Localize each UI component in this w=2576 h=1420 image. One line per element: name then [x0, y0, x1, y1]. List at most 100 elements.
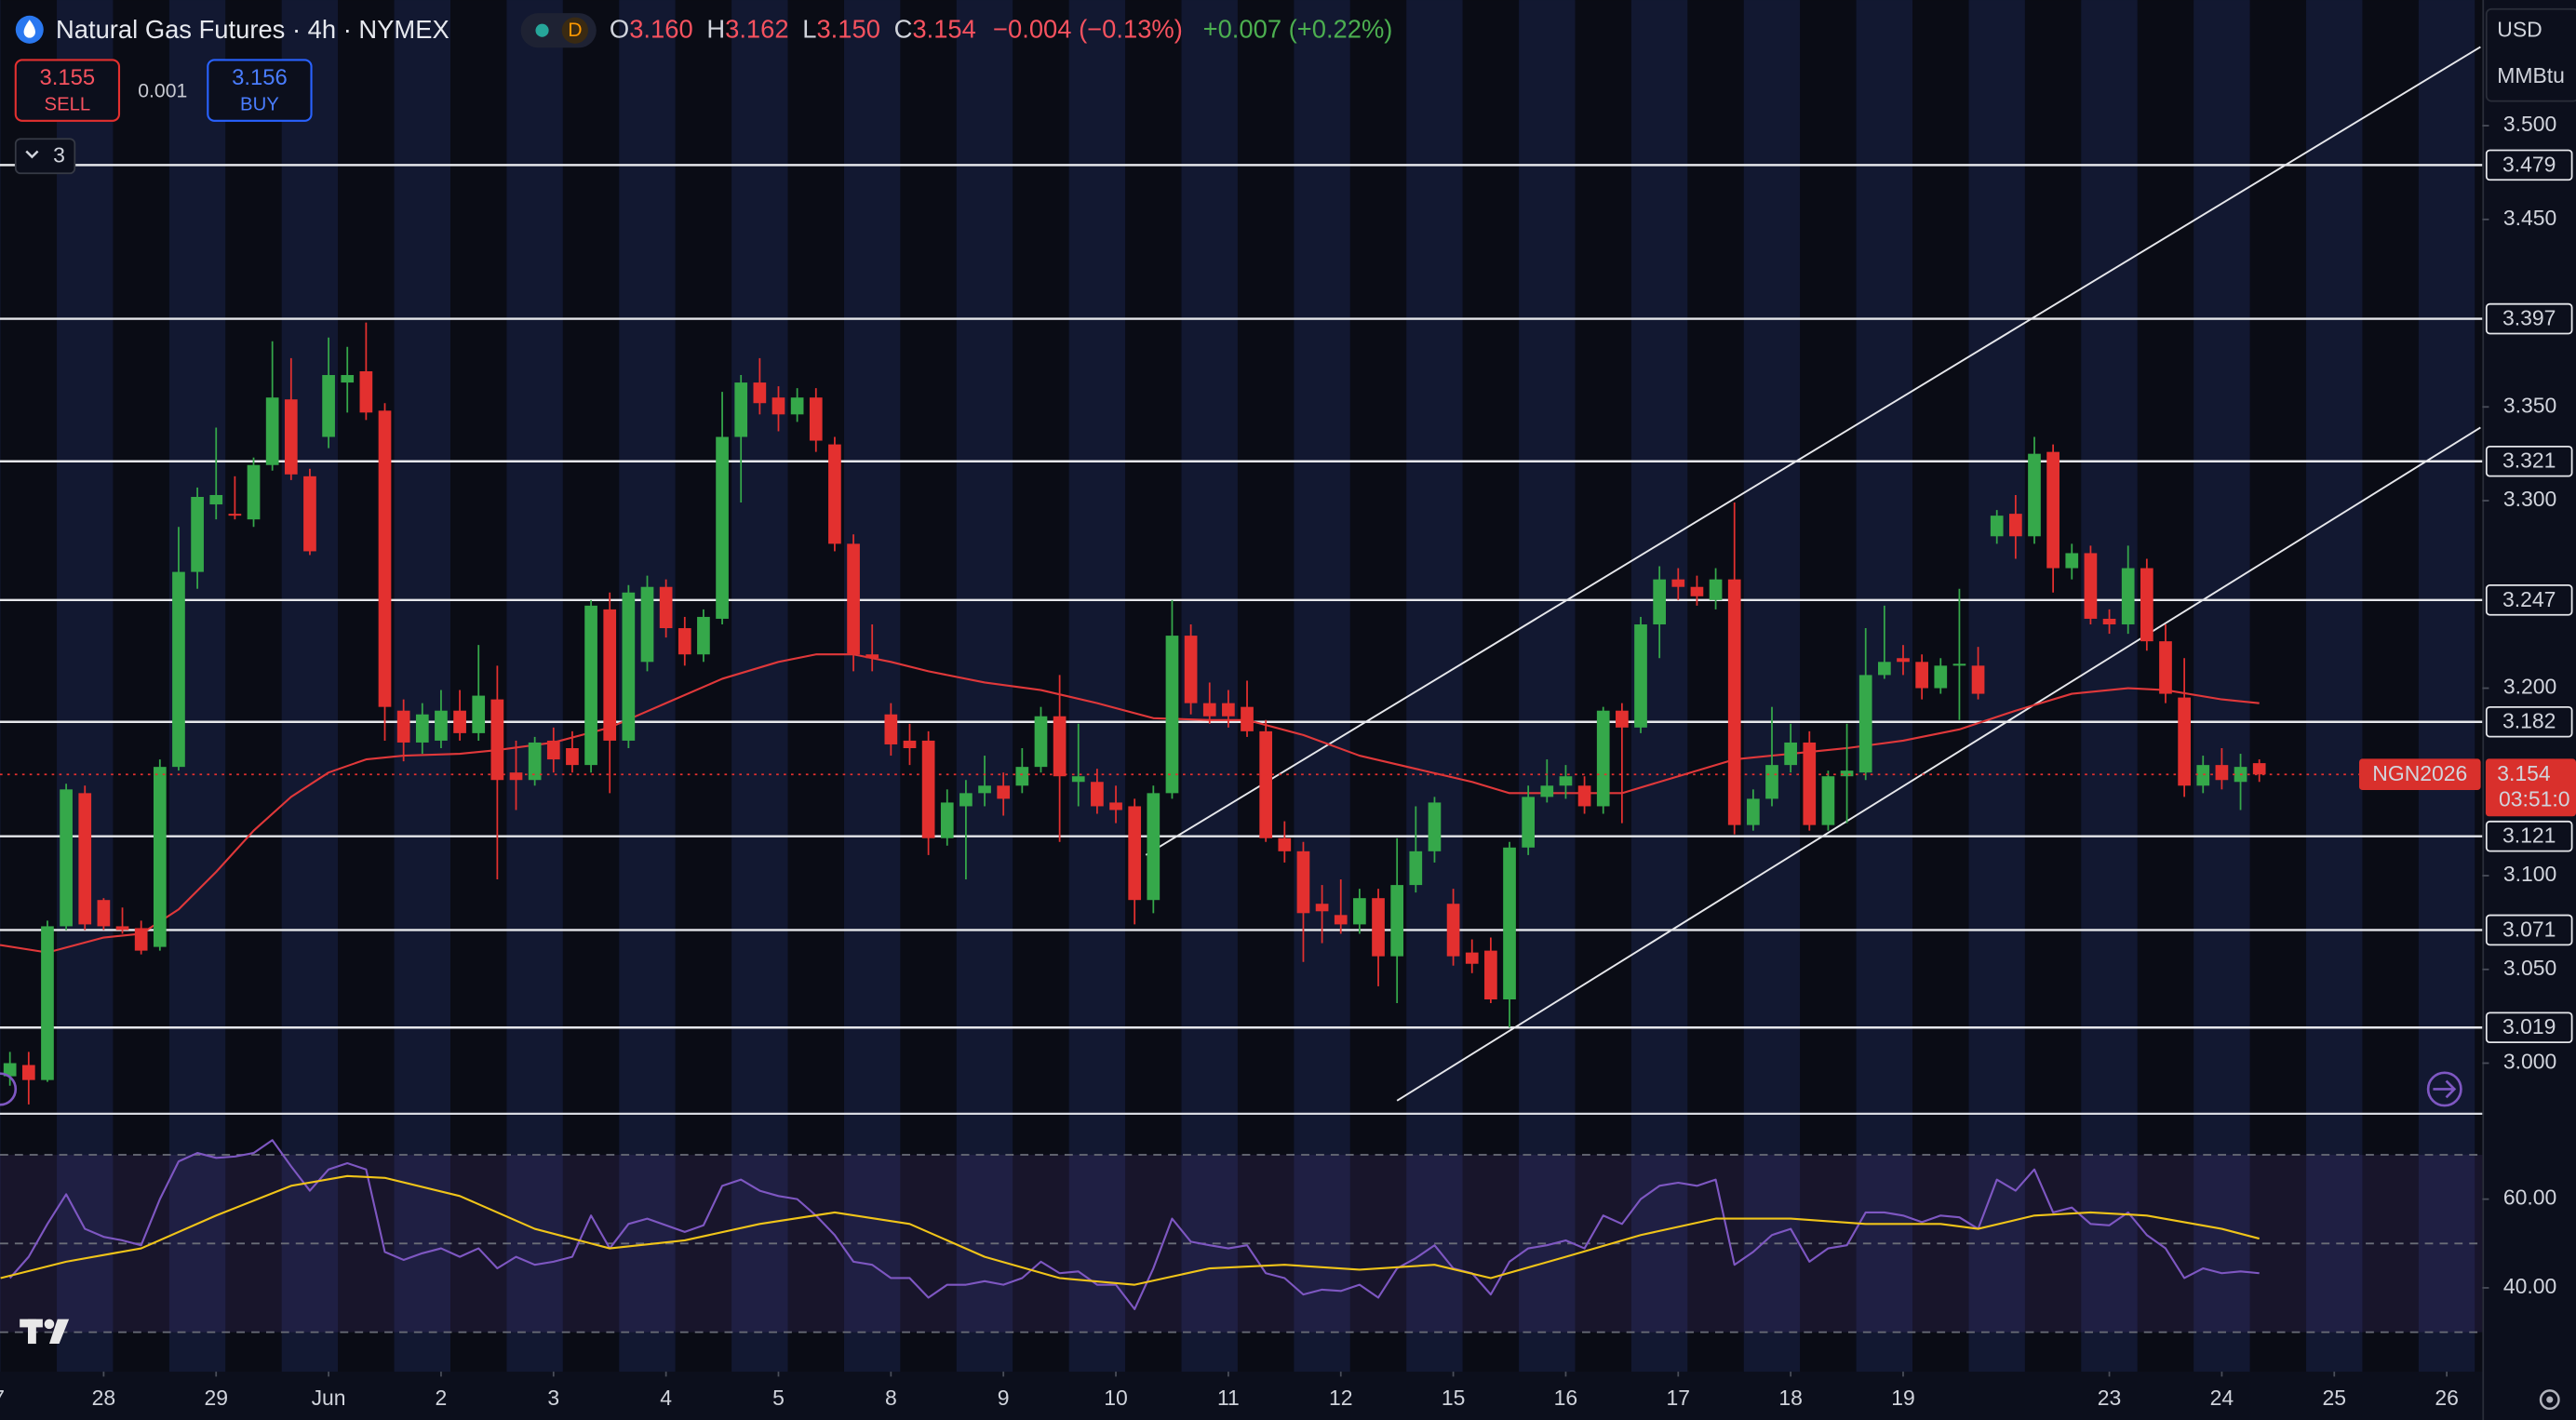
candle-body: [1934, 665, 1948, 689]
buy-button[interactable]: [207, 59, 313, 122]
session-stripe: [2024, 0, 2082, 1373]
session-stripe: [2475, 0, 2483, 1373]
level-label: 3.182: [2502, 709, 2556, 733]
unit-button[interactable]: [2485, 7, 2576, 102]
x-tick-label: 29: [204, 1386, 228, 1410]
scroll-back-icon[interactable]: [0, 1072, 18, 1106]
settings-icon[interactable]: [2539, 1389, 2560, 1411]
ohlc-value: 3.150: [816, 15, 879, 44]
candle-body: [415, 714, 429, 743]
level-label: 3.321: [2502, 449, 2556, 473]
brand-logo: [20, 1319, 70, 1345]
indicator-count: 3: [53, 143, 65, 167]
chevron-icon: [25, 150, 39, 159]
x-tick-label: 25: [2322, 1386, 2346, 1410]
price-tag-label: 3.154: [2497, 761, 2551, 785]
candle-body: [115, 926, 129, 931]
candle-body: [172, 571, 185, 768]
candle-body: [265, 397, 279, 465]
candle-body: [1915, 662, 1928, 689]
candle-body: [640, 586, 654, 663]
candle-body: [978, 785, 991, 794]
candle-body: [2159, 641, 2172, 694]
ohlc-value: 3.154: [912, 15, 975, 44]
candle-body: [1990, 516, 2004, 537]
candle-body: [959, 793, 973, 807]
price-pane: [0, 46, 2483, 1105]
candle-body: [1747, 798, 1760, 825]
candle-body: [771, 397, 785, 415]
candle-body: [1109, 802, 1122, 810]
x-tick-label: Jun: [312, 1386, 346, 1410]
level-label-box: [2485, 149, 2573, 181]
candle-body: [809, 397, 823, 441]
candle-body: [1184, 636, 1198, 703]
symbol-tag-label: NGN2026: [2372, 761, 2467, 785]
candle-body: [828, 444, 841, 544]
candle-body: [1858, 675, 1872, 773]
y-tick-label: 3.450: [2503, 206, 2556, 230]
candle-body: [847, 543, 860, 655]
candle-body: [1803, 742, 1817, 825]
candle-body: [1409, 851, 1423, 886]
x-tick-label: 12: [1329, 1386, 1353, 1410]
candle-body: [60, 789, 73, 927]
session-stripe: [900, 0, 957, 1373]
candle-body: [1709, 579, 1723, 600]
candle-body: [341, 375, 355, 383]
candle-body: [1765, 765, 1778, 799]
candle-body: [1015, 767, 1029, 786]
ohlc-value: 3.160: [629, 15, 692, 44]
x-tick-label: 3: [547, 1386, 559, 1410]
candle-body: [1053, 716, 1067, 777]
x-tick-label: 24: [2210, 1386, 2234, 1410]
candle-body: [284, 399, 298, 475]
level-label-box: [2485, 706, 2573, 738]
candle-body: [1577, 785, 1591, 807]
level-label-box: [2485, 820, 2573, 852]
axis: 3.500 3.450 3.350 3.300 3.200 3.100 3.050 3.000…: [0, 112, 2576, 1410]
rsi-moving-average: [0, 1174, 2260, 1286]
session-stripe: [1349, 0, 1407, 1373]
x-tick-label: 2: [436, 1386, 448, 1410]
candle-body: [1259, 730, 1273, 838]
candle-body: [678, 628, 691, 655]
interval-badge: D: [568, 20, 582, 41]
candle-body: [1091, 782, 1104, 807]
session-stripe: [1519, 0, 1576, 1373]
session-stripe: [225, 0, 282, 1373]
candle-body: [1540, 785, 1554, 797]
session-stripe: [1294, 0, 1350, 1373]
y-tick-label: 3.350: [2503, 393, 2556, 417]
x-tick-label: 4: [660, 1386, 672, 1410]
candle-body: [247, 464, 261, 520]
candle-body: [396, 710, 410, 743]
candle-body: [865, 654, 879, 659]
y-tick-label: 3.000: [2503, 1050, 2556, 1074]
x-tick-label: 28: [92, 1386, 116, 1410]
session-stripe: [57, 0, 114, 1373]
candle-body: [940, 802, 954, 838]
scroll-realtime-icon[interactable]: [2426, 1071, 2462, 1107]
candle-body: [546, 740, 560, 760]
level-label-box: [2485, 302, 2573, 335]
candle-body: [734, 382, 748, 437]
session-stripe: [113, 0, 169, 1373]
price-tag: [2485, 758, 2576, 817]
x-tick-label: 7: [0, 1386, 5, 1410]
candle-body: [584, 605, 597, 766]
x-tick-label: 16: [1554, 1386, 1578, 1410]
sell-button[interactable]: [14, 59, 121, 122]
symbol-title[interactable]: Natural Gas Futures · 4h · NYMEX: [56, 15, 449, 44]
candle-body: [41, 926, 54, 1080]
candle-body: [1727, 579, 1741, 825]
indicator-toggle[interactable]: [14, 138, 76, 175]
session-stripe: [843, 0, 901, 1373]
candle-body: [2178, 697, 2191, 786]
buy-price: 3.156: [232, 65, 288, 90]
candle-body: [1315, 904, 1329, 912]
candle-body: [1353, 898, 1366, 925]
ohlc-legend: O3.160 H3.162 L3.150 C3.154 −0.004 (−0.1…: [610, 15, 1393, 44]
countdown-label: 03:51:0: [2499, 787, 2570, 811]
